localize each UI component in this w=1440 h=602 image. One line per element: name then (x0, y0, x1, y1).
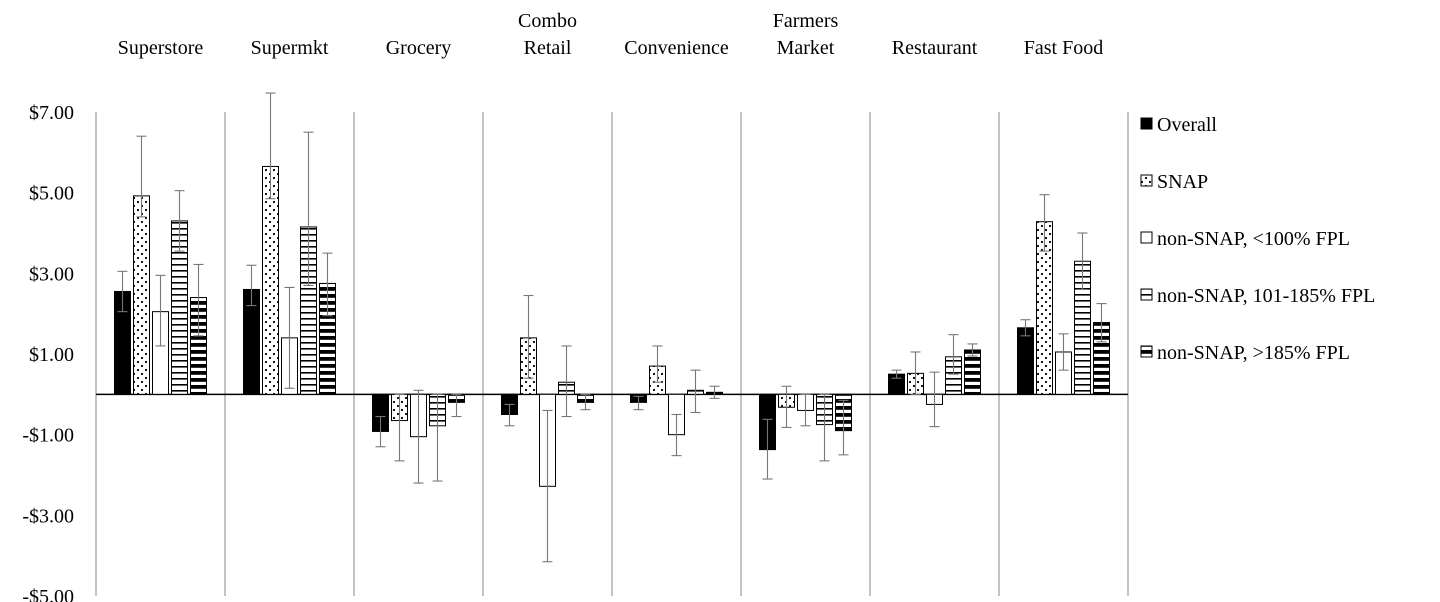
category-label-line: Grocery (386, 37, 452, 59)
error-bar (781, 385, 792, 428)
error-bar (800, 393, 811, 427)
error-bar (762, 418, 773, 480)
legend: Overall SNAP non-SNAP, <100% FPL non-SNAP, … (1140, 114, 1375, 364)
error-bar (1058, 333, 1069, 371)
error-bar (155, 274, 166, 347)
error-bar (967, 343, 978, 357)
error-bar (671, 413, 682, 457)
legend-label: non-SNAP, <100% FPL (1157, 228, 1350, 250)
labels: $7.00 $5.00 $3.00 $1.00 -$1.00 -$3.00 -$5.00 Su… (22, 10, 1103, 602)
category-label: Fast Food (1024, 37, 1103, 59)
error-bar (709, 385, 720, 399)
legend-swatch (1140, 117, 1153, 130)
error-bar (432, 393, 443, 482)
error-bar (375, 415, 386, 448)
error-bar (819, 393, 830, 462)
error-bar (265, 92, 276, 200)
error-bar (117, 270, 128, 313)
y-tick-label: $1.00 (29, 344, 74, 366)
error-bar (910, 351, 921, 395)
bar (133, 195, 150, 395)
legend-item: non-SNAP, <100% FPL (1140, 228, 1350, 250)
bar (964, 349, 981, 395)
error-bar (504, 403, 515, 427)
legend-swatch (1140, 174, 1153, 187)
error-bar (1020, 319, 1031, 337)
error-bar (652, 345, 663, 383)
category-label-line: Convenience (624, 37, 729, 59)
legend-label: non-SNAP, 101-185% FPL (1157, 285, 1375, 307)
y-tick-label: $7.00 (29, 102, 74, 124)
legend-label: non-SNAP, >185% FPL (1157, 342, 1350, 364)
category-label: Supermkt (251, 37, 329, 59)
legend-swatch (1140, 288, 1153, 301)
category-label: Combo Retail (518, 10, 577, 59)
legend-swatch (1140, 231, 1153, 244)
y-tick-label: $5.00 (29, 183, 74, 205)
category-label-line: Market (777, 37, 835, 59)
category-label-line: Retail (524, 37, 572, 59)
category-label: Superstore (118, 37, 204, 59)
error-bar (451, 393, 462, 418)
category-label-line: Combo (518, 10, 577, 32)
y-tick-label: -$1.00 (22, 425, 74, 447)
legend-item: non-SNAP, >185% FPL (1140, 342, 1350, 364)
error-bar (1077, 232, 1088, 291)
error-bar (929, 371, 940, 428)
error-bar (413, 389, 424, 484)
error-bar (394, 393, 405, 462)
error-bar (1039, 194, 1050, 252)
error-bar (580, 393, 591, 411)
error-bar (523, 294, 534, 379)
legend-label: Overall (1157, 114, 1217, 136)
category-label-line: Superstore (118, 37, 204, 59)
category-label-line: Restaurant (892, 37, 978, 59)
error-bar (561, 345, 572, 418)
legend-item: non-SNAP, 101-185% FPL (1140, 285, 1375, 307)
error-bars (117, 92, 1107, 563)
error-bar (838, 399, 849, 456)
y-tick-label: -$5.00 (22, 586, 74, 602)
category-label: Farmers Market (773, 10, 839, 59)
y-tick-label: -$3.00 (22, 505, 74, 527)
category-label-line: Fast Food (1024, 37, 1103, 59)
category-label: Convenience (624, 37, 729, 59)
error-bar (690, 369, 701, 414)
category-label-line: Supermkt (251, 37, 329, 59)
error-bar (193, 263, 204, 337)
error-bar (284, 286, 295, 389)
error-bar (948, 334, 959, 375)
legend-swatch (1140, 345, 1153, 358)
category-label-line: Farmers (773, 10, 839, 32)
error-bar (174, 190, 185, 252)
error-bar (1096, 303, 1107, 343)
error-bar (303, 131, 314, 286)
error-bar (633, 395, 644, 411)
legend-item: SNAP (1140, 171, 1208, 193)
error-bar (322, 252, 333, 317)
category-label: Restaurant (892, 37, 978, 59)
bar (1017, 327, 1034, 395)
legend-label: SNAP (1157, 171, 1208, 193)
bar (262, 165, 279, 395)
error-bar (542, 409, 553, 563)
legend-item: Overall (1140, 114, 1217, 136)
error-bar (246, 264, 257, 307)
y-tick-label: $3.00 (29, 263, 74, 285)
error-bar (891, 369, 902, 379)
category-label: Grocery (386, 37, 452, 59)
error-bar (136, 135, 147, 218)
